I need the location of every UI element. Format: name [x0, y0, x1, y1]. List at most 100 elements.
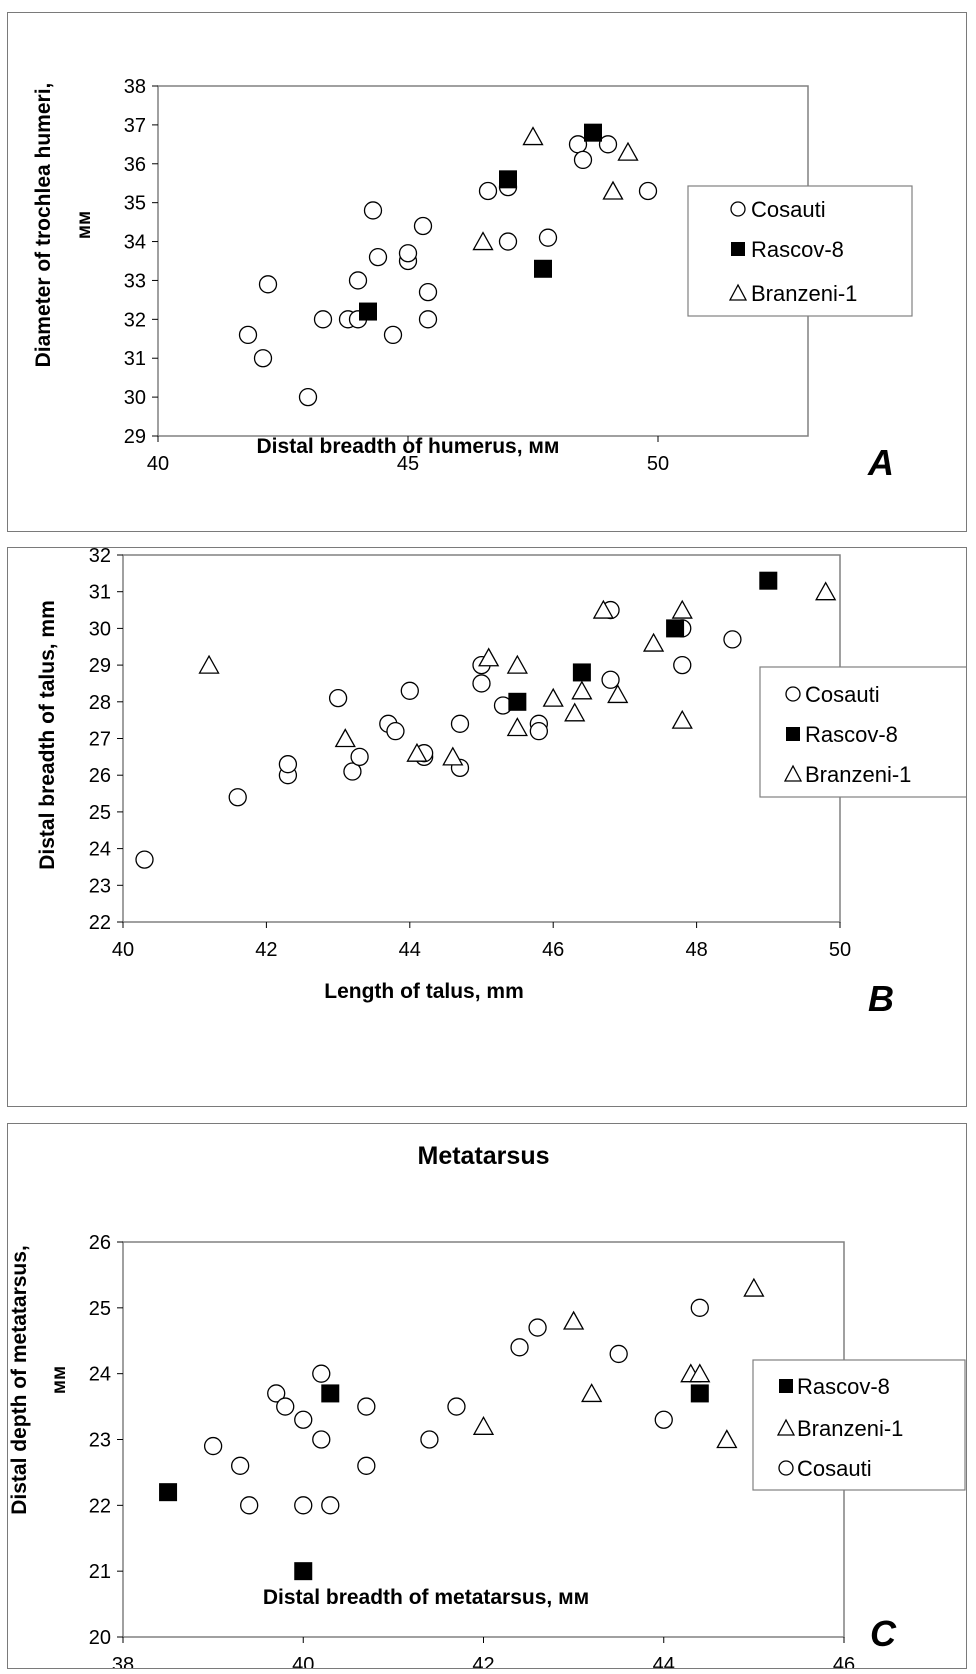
data-point-cosauti — [723, 630, 742, 649]
y-tick-label: 31 — [89, 582, 111, 604]
y-tick-label: 27 — [89, 729, 111, 751]
plot-area — [122, 554, 841, 923]
data-point-cosauti — [472, 674, 491, 693]
data-point-cosauti — [601, 670, 620, 689]
data-point-branzeni-1 — [542, 687, 564, 707]
y-axis-unit-label: мм — [74, 211, 95, 239]
x-tick-label: 46 — [833, 1654, 855, 1668]
data-point-rascov-8 — [572, 663, 591, 682]
y-tick-label: 34 — [124, 232, 146, 254]
y-tick-label: 30 — [89, 618, 111, 640]
legend-label-branzeni-1: Branzeni-1 — [797, 1416, 903, 1441]
data-point-branzeni-1 — [472, 1416, 495, 1435]
data-point-cosauti — [294, 1410, 313, 1429]
data-point-rascov-8 — [666, 619, 685, 638]
legend-label-branzeni-1: Branzeni-1 — [751, 281, 857, 306]
x-tick-label: 50 — [829, 939, 851, 961]
data-point-cosauti — [267, 1384, 286, 1403]
data-point-cosauti — [231, 1456, 250, 1475]
data-point-cosauti — [510, 1338, 529, 1357]
data-point-rascov-8 — [508, 692, 527, 711]
y-tick-label: 35 — [124, 193, 146, 215]
x-tick-label: 44 — [653, 1654, 675, 1668]
data-point-cosauti — [294, 1496, 313, 1515]
data-point-branzeni-1 — [442, 746, 464, 766]
y-tick-label: 29 — [124, 426, 146, 448]
data-point-branzeni-1 — [564, 702, 586, 722]
x-tick-label: 42 — [255, 939, 277, 961]
y-axis-unit-label: мм — [49, 1366, 70, 1394]
data-point-cosauti — [654, 1410, 673, 1429]
y-tick-label: 28 — [89, 692, 111, 714]
data-point-cosauti — [538, 228, 558, 247]
data-point-branzeni-1 — [689, 1363, 711, 1383]
data-point-cosauti — [276, 1397, 295, 1416]
x-tick-label: 46 — [542, 939, 564, 961]
data-point-cosauti — [413, 216, 433, 236]
legend-label-cosauti: Cosauti — [751, 197, 826, 222]
data-point-cosauti — [450, 714, 470, 733]
data-point-branzeni-1 — [506, 717, 528, 737]
data-point-branzeni-1 — [642, 632, 665, 652]
legend-marker-branzeni-1 — [783, 764, 803, 782]
legend-marker-cosauti — [730, 201, 746, 217]
plot-area — [122, 1241, 845, 1638]
data-point-cosauti — [398, 244, 418, 263]
x-tick-label: 44 — [399, 939, 421, 961]
legend-marker-rascov-8 — [779, 1379, 793, 1393]
legend-marker-cosauti — [778, 1460, 794, 1476]
x-tick-label: 40 — [292, 1654, 314, 1668]
data-point-cosauti — [368, 247, 388, 267]
data-point-cosauti — [357, 1397, 376, 1416]
legend-marker-rascov-8 — [731, 242, 745, 256]
y-tick-label: 36 — [124, 154, 146, 176]
y-tick-label: 25 — [89, 802, 111, 824]
panel-c: 20 21 22 23 24 25 26 38 40 42 44 46 Metatarsus Distal… — [7, 1123, 967, 1669]
data-point-branzeni-1 — [671, 709, 693, 729]
y-tick-label: 37 — [124, 115, 146, 137]
data-point-rascov-8 — [321, 1384, 340, 1403]
data-point-rascov-8 — [584, 123, 602, 142]
data-point-branzeni-1 — [472, 231, 494, 251]
data-point-branzeni-1 — [198, 654, 220, 674]
data-point-branzeni-1 — [607, 684, 629, 704]
y-tick-label: 29 — [89, 655, 111, 677]
legend-marker-cosauti — [785, 686, 801, 702]
y-tick-label: 24 — [89, 1364, 111, 1386]
data-point-cosauti — [498, 232, 518, 251]
panel-letter: C — [870, 1613, 897, 1654]
data-point-cosauti — [135, 850, 154, 869]
data-point-branzeni-1 — [716, 1429, 738, 1449]
data-points — [159, 1277, 765, 1581]
data-point-cosauti — [638, 181, 658, 201]
data-point-cosauti — [253, 349, 273, 368]
data-point-rascov-8 — [690, 1384, 709, 1403]
chart-a: 29 30 31 32 33 34 35 36 37 38 40 45 50 Distal breadth… — [32, 76, 913, 483]
data-point-cosauti — [418, 310, 438, 329]
data-point-cosauti — [528, 1318, 547, 1337]
chart-c: 20 21 22 23 24 25 26 38 40 42 44 46 Metatarsus Distal… — [8, 1142, 966, 1668]
y-tick-label: 31 — [124, 348, 146, 370]
data-point-branzeni-1 — [602, 180, 624, 200]
data-point-cosauti — [313, 310, 333, 329]
y-tick-label: 26 — [89, 1232, 111, 1254]
data-point-cosauti — [343, 762, 362, 781]
legend-marker-branzeni-1 — [776, 1418, 796, 1436]
legend-label-rascov-8: Rascov-8 — [805, 722, 898, 747]
data-point-cosauti — [568, 135, 588, 154]
data-point-rascov-8 — [159, 1483, 178, 1502]
y-axis-label: Diameter of trochlea humeri, — [32, 83, 55, 368]
panel-a: 29 30 31 32 33 34 35 36 37 38 40 45 50 Distal breadth… — [7, 12, 967, 532]
data-point-cosauti — [312, 1364, 331, 1383]
data-point-branzeni-1 — [406, 742, 428, 762]
x-tick-label: 45 — [397, 453, 419, 475]
y-tick-label: 23 — [89, 1430, 111, 1452]
x-axis-label: Distal breadth of metatarsus, мм — [263, 1586, 589, 1609]
data-point-cosauti — [328, 688, 348, 708]
data-point-cosauti — [350, 747, 369, 767]
panel-letter: B — [868, 978, 894, 1019]
data-point-cosauti — [298, 387, 318, 407]
data-point-cosauti — [238, 325, 258, 345]
legend-marker-rascov-8 — [786, 727, 800, 741]
y-tick-label: 21 — [89, 1561, 111, 1583]
